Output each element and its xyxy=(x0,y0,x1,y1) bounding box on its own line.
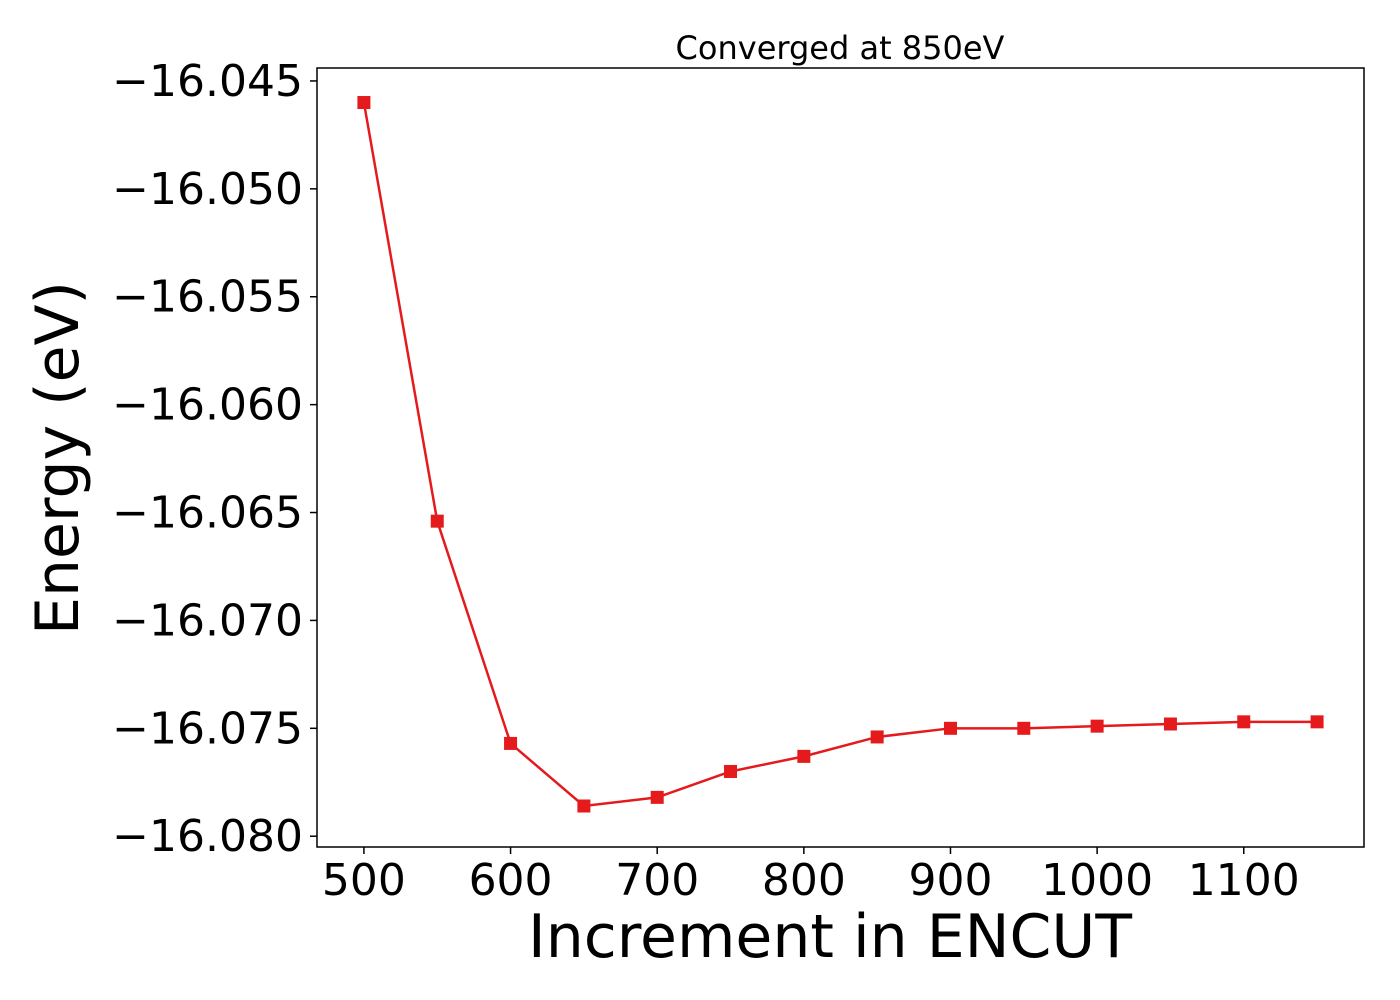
x-tick-label: 700 xyxy=(615,855,699,906)
data-point xyxy=(430,514,444,528)
data-point xyxy=(724,764,738,778)
y-tick-label: −16.065 xyxy=(112,488,303,539)
data-point xyxy=(1090,719,1104,733)
y-tick-label: −16.055 xyxy=(112,272,303,323)
data-point xyxy=(357,96,371,110)
y-tick-label: −16.075 xyxy=(112,703,303,754)
x-tick-label: 1000 xyxy=(1041,855,1153,906)
y-axis-label: Energy (eV) xyxy=(23,281,93,635)
data-point xyxy=(870,730,884,744)
data-point xyxy=(650,790,664,804)
y-tick-label: −16.050 xyxy=(112,164,303,215)
data-point xyxy=(1163,717,1177,731)
data-point xyxy=(1017,721,1031,735)
y-tick-label: −16.060 xyxy=(112,380,303,431)
x-tick-label: 600 xyxy=(469,855,553,906)
data-point xyxy=(1310,715,1324,729)
chart-title: Converged at 850eV xyxy=(676,29,1005,67)
x-tick-label: 1100 xyxy=(1188,855,1300,906)
y-axis: −16.080 −16.075 −16.070 −16.065 −16.060 −16.0… xyxy=(112,56,317,862)
x-tick-label: 500 xyxy=(322,855,406,906)
data-point xyxy=(797,749,811,763)
y-tick-label: −16.070 xyxy=(112,595,303,646)
data-point xyxy=(943,721,957,735)
x-axis-label: Increment in ENCUT xyxy=(528,902,1132,972)
y-tick-label: −16.045 xyxy=(112,56,303,107)
x-tick-label: 800 xyxy=(762,855,846,906)
data-point xyxy=(1237,715,1251,729)
plot-frame xyxy=(316,67,1365,848)
series-layer xyxy=(357,96,1324,813)
y-tick-label: −16.080 xyxy=(112,811,303,862)
x-axis: 500 600 700 800 900 1000 1100 xyxy=(322,847,1300,906)
x-tick-label: 900 xyxy=(908,855,992,906)
series-line xyxy=(362,102,1318,808)
data-point xyxy=(577,799,591,813)
data-point xyxy=(504,736,518,750)
